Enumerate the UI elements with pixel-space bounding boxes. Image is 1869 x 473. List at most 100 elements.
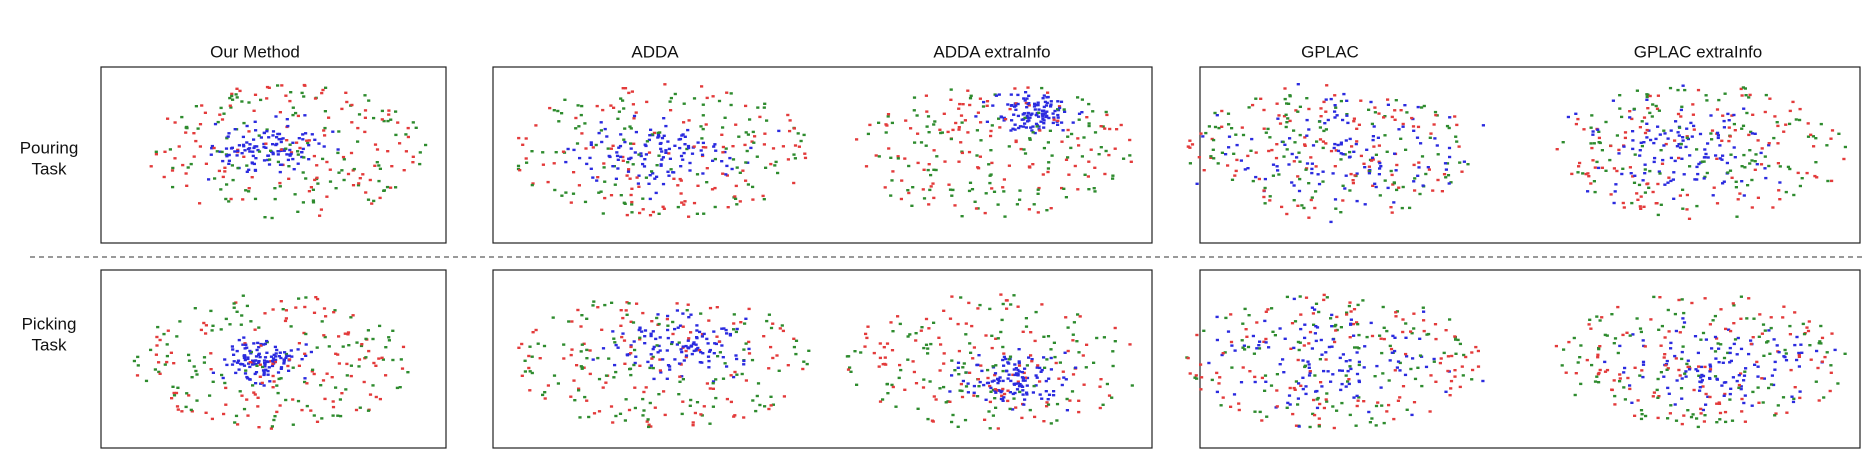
embedding-point [885, 383, 889, 386]
embedding-point [1321, 146, 1325, 150]
embedding-point [603, 196, 607, 200]
embedding-point [1782, 355, 1786, 358]
embedding-point [1577, 165, 1581, 168]
embedding-point [1333, 94, 1337, 97]
embedding-point [1263, 177, 1267, 181]
embedding-point [1447, 182, 1451, 185]
embedding-point [242, 121, 246, 125]
embedding-point [418, 151, 422, 154]
embedding-point [609, 147, 613, 150]
embedding-point [1743, 166, 1747, 169]
embedding-point [1264, 337, 1268, 341]
embedding-point [1271, 174, 1275, 177]
embedding-point [662, 207, 666, 210]
embedding-point [1035, 366, 1039, 369]
embedding-point [1422, 319, 1426, 322]
embedding-point [638, 336, 642, 339]
embedding-point [1387, 379, 1391, 382]
embedding-point [997, 379, 1001, 383]
embedding-point [1715, 337, 1719, 340]
embedding-point [1072, 321, 1076, 324]
embedding-point [671, 332, 675, 336]
embedding-point [1613, 394, 1617, 398]
embedding-point [1277, 173, 1281, 176]
embedding-point [1806, 329, 1811, 333]
embedding-point [611, 421, 615, 424]
embedding-point [1432, 357, 1436, 361]
embedding-point [402, 169, 406, 172]
embedding-point [1058, 106, 1062, 110]
embedding-point [1071, 373, 1076, 376]
embedding-point [643, 158, 647, 161]
embedding-point [679, 165, 683, 168]
embedding-point [996, 337, 1000, 340]
embedding-point [1736, 336, 1740, 340]
embedding-point [1201, 135, 1205, 138]
embedding-point [642, 390, 646, 394]
embedding-point [728, 334, 732, 337]
embedding-point [1332, 426, 1336, 430]
embedding-point [287, 165, 291, 168]
embedding-point [228, 96, 232, 100]
embedding-point [630, 187, 634, 190]
embedding-point [1329, 149, 1334, 153]
embedding-point [630, 211, 634, 214]
embedding-point [742, 359, 746, 363]
embedding-point [1837, 132, 1841, 135]
embedding-point [695, 173, 700, 176]
embedding-point [1791, 100, 1795, 104]
embedding-point [1329, 317, 1333, 320]
embedding-point [378, 196, 382, 200]
embedding-point [1009, 129, 1013, 132]
embedding-point [1656, 182, 1660, 186]
embedding-point [1611, 99, 1615, 102]
embedding-point [1618, 344, 1622, 348]
embedding-point [237, 338, 241, 342]
embedding-point [990, 161, 994, 165]
embedding-point [1684, 145, 1688, 149]
embedding-point [1188, 146, 1192, 149]
embedding-point [885, 342, 890, 345]
embedding-point [1749, 130, 1753, 134]
embedding-point [969, 94, 973, 97]
embedding-point [940, 131, 944, 134]
embedding-point [651, 330, 655, 333]
embedding-point [1723, 392, 1727, 396]
embedding-point [1768, 352, 1772, 355]
embedding-point [1333, 116, 1337, 119]
embedding-point [963, 119, 967, 122]
embedding-point [247, 362, 251, 365]
embedding-point [641, 162, 645, 166]
embedding-point [1025, 393, 1029, 396]
embedding-point [751, 130, 755, 134]
embedding-point [1784, 352, 1788, 355]
embedding-point [295, 141, 299, 144]
embedding-point [1108, 127, 1112, 131]
embedding-point [1290, 152, 1294, 156]
embedding-point [170, 397, 174, 400]
embedding-point [987, 410, 991, 413]
embedding-point [1385, 410, 1389, 413]
embedding-point [1305, 134, 1309, 137]
embedding-point [1084, 366, 1088, 369]
embedding-point [1695, 165, 1699, 169]
embedding-point [956, 322, 960, 326]
embedding-point [1276, 117, 1280, 120]
embedding-point [406, 126, 410, 130]
embedding-point [1024, 325, 1029, 328]
embedding-point [1221, 352, 1225, 355]
embedding-point [170, 169, 175, 172]
embedding-point [1043, 112, 1047, 115]
embedding-point [1767, 144, 1771, 147]
embedding-point [848, 366, 852, 369]
embedding-point [1564, 371, 1568, 374]
embedding-point [1808, 344, 1812, 347]
embedding-point [849, 370, 853, 373]
embedding-point [1703, 297, 1707, 300]
embedding-point [1313, 206, 1317, 210]
embedding-point [1751, 390, 1755, 394]
embedding-point [734, 330, 738, 334]
embedding-point [1257, 344, 1261, 347]
embedding-point [1393, 349, 1397, 353]
embedding-point [1368, 170, 1372, 173]
